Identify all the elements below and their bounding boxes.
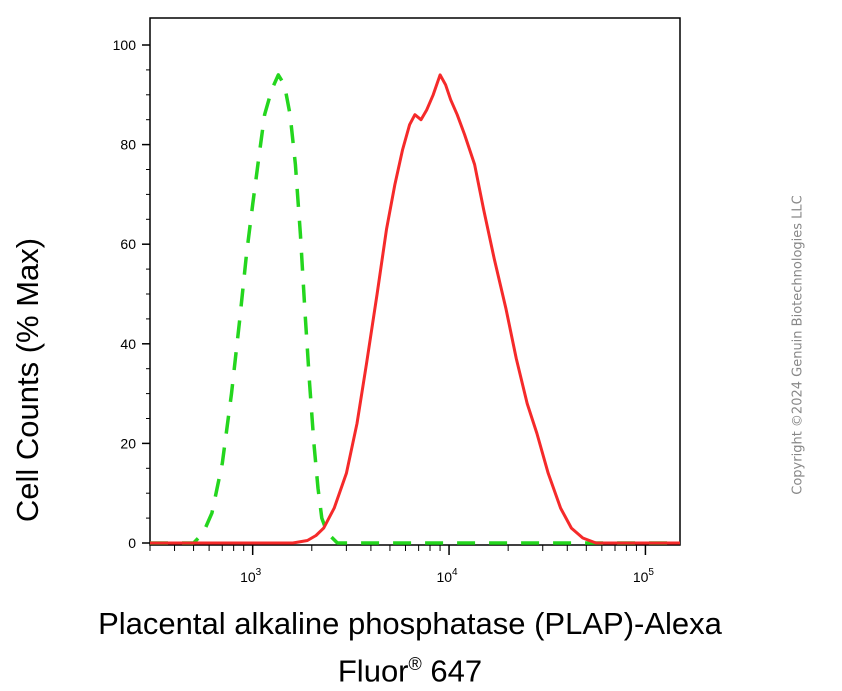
registered-mark: ® <box>408 654 422 674</box>
x-tick-label: 103 <box>240 567 262 585</box>
x-axis-label-number: 647 <box>421 653 483 689</box>
x-axis-label-line1: Placental alkaline phosphatase (PLAP)-Al… <box>98 606 722 641</box>
series-red-solid <box>150 73 680 545</box>
x-axis: 103 104 105 <box>149 545 655 585</box>
x-tick-label: 104 <box>436 567 458 585</box>
x-tick-label: 105 <box>633 567 655 585</box>
y-tick-label: 20 <box>120 435 136 451</box>
y-tick-label: 60 <box>120 236 136 252</box>
series-green-dashed <box>150 73 680 545</box>
y-tick-label: 0 <box>128 535 136 551</box>
y-tick-label: 40 <box>120 336 136 352</box>
x-axis-label-line2: Fluor® 647 <box>0 644 820 691</box>
series-layer <box>150 73 680 545</box>
x-axis-label: Placental alkaline phosphatase (PLAP)-Al… <box>0 604 820 691</box>
x-axis-label-fluor: Fluor <box>337 653 409 689</box>
y-tick-label: 100 <box>113 37 137 53</box>
y-tick-label: 80 <box>120 137 136 153</box>
copyright-watermark: Copyright ©2024 Genuin Biotechnologies L… <box>790 195 806 495</box>
y-axis: 0 20 40 60 80 100 <box>113 37 150 551</box>
plot-frame <box>149 17 681 546</box>
y-axis-label: Cell Counts (% Max) <box>10 237 45 523</box>
